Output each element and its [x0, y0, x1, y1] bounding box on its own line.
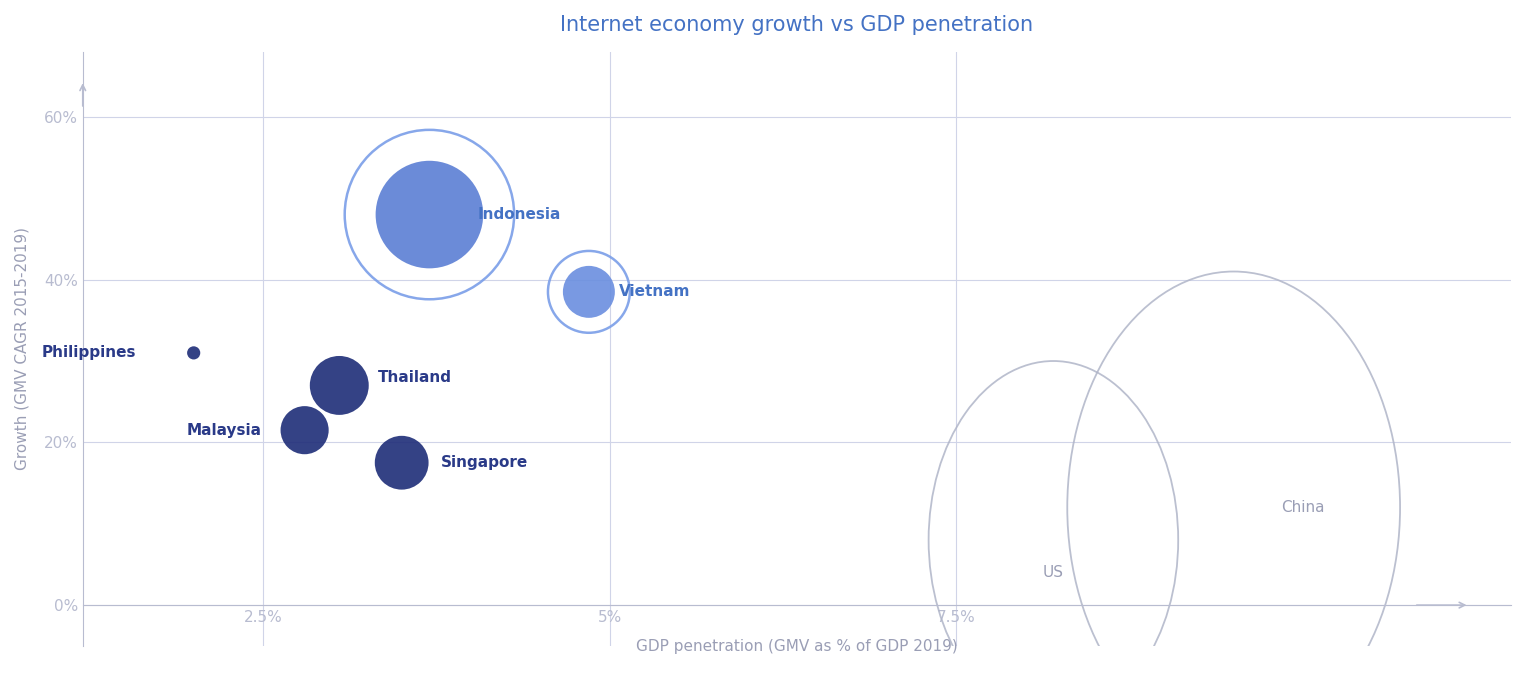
X-axis label: GDP penetration (GMV as % of GDP 2019): GDP penetration (GMV as % of GDP 2019) — [636, 639, 958, 654]
Y-axis label: Growth (GMV CAGR 2015-2019): Growth (GMV CAGR 2015-2019) — [15, 227, 31, 470]
Text: Indonesia: Indonesia — [478, 207, 562, 222]
Text: Thailand: Thailand — [378, 370, 452, 385]
Point — [577, 286, 601, 297]
Point — [389, 458, 414, 468]
Point — [327, 380, 351, 391]
Point — [293, 425, 317, 435]
Text: Philippines: Philippines — [41, 345, 136, 361]
Point — [417, 209, 441, 220]
Text: Vietnam: Vietnam — [620, 284, 691, 299]
Point — [577, 286, 601, 297]
Text: Malaysia: Malaysia — [186, 423, 262, 437]
Text: China: China — [1282, 500, 1325, 515]
Text: Singapore: Singapore — [441, 455, 528, 470]
Point — [182, 348, 206, 359]
Point — [417, 209, 441, 220]
Title: Internet economy growth vs GDP penetration: Internet economy growth vs GDP penetrati… — [560, 15, 1033, 35]
Text: US: US — [1042, 565, 1064, 580]
